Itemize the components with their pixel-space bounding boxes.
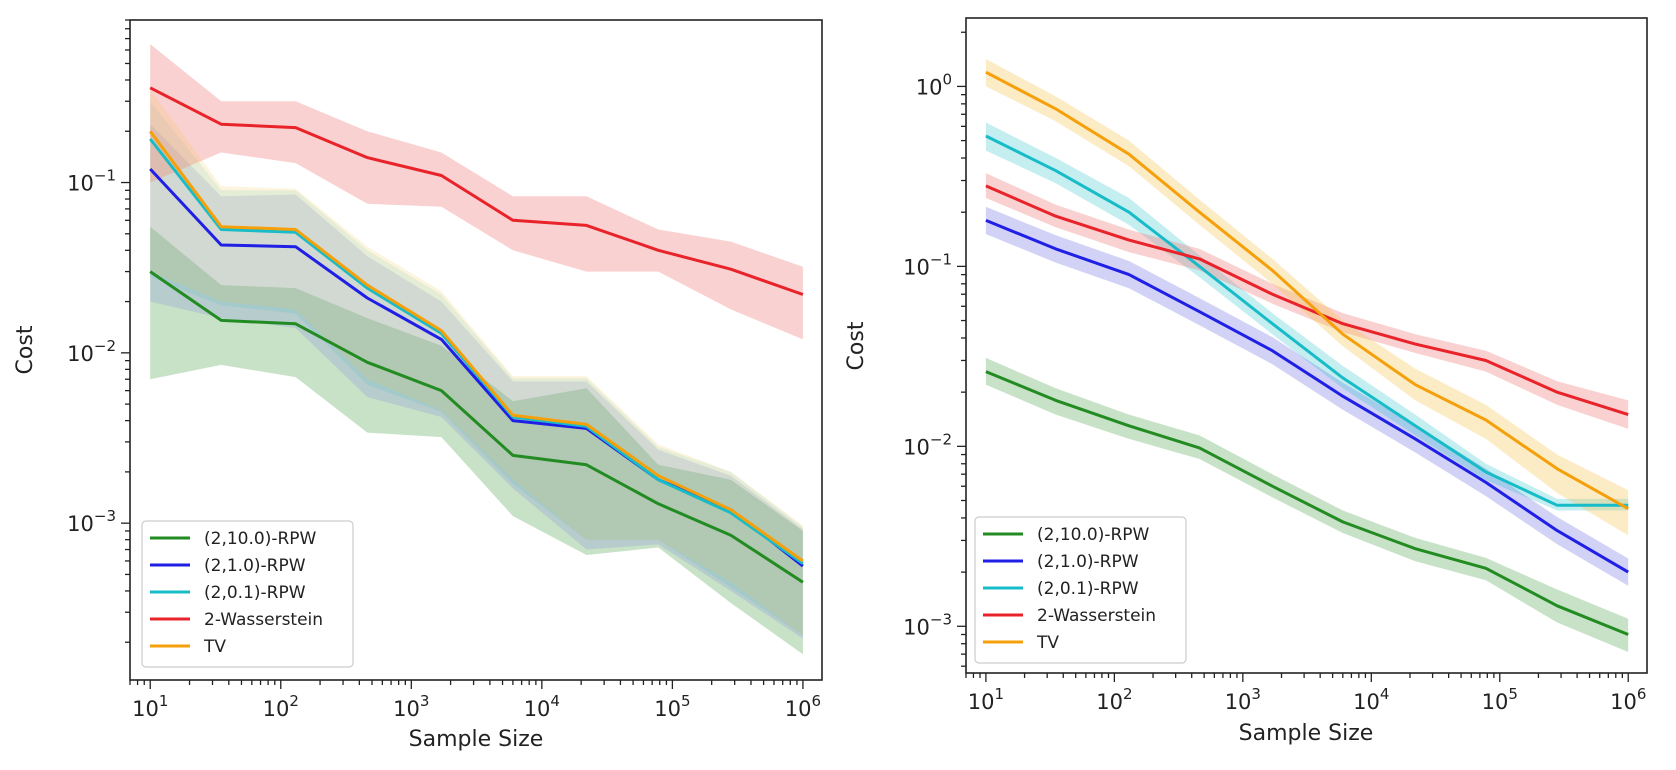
y-tick-label: 100	[916, 70, 952, 99]
x-tick-label: 101	[132, 692, 168, 721]
y-tick-label: 10−3	[903, 610, 952, 639]
legend-label-2-wasserstein: 2-Wasserstein	[1037, 606, 1156, 626]
y-tick-label: 10−2	[67, 337, 116, 366]
series-line-2-10-0-rpw	[149, 270, 804, 584]
legend-label-2-1-0-rpw: (2,1.0)-RPW	[1037, 552, 1139, 572]
x-tick-label: 103	[1225, 685, 1261, 714]
x-tick-label: 103	[393, 692, 429, 721]
x-tick-label: 105	[1482, 685, 1518, 714]
series-line-tv	[148, 130, 804, 563]
series-line-2-wasserstein	[149, 86, 804, 296]
series-line-2-1-0-rpw	[985, 219, 1629, 574]
legend-label-2-10-0-rpw: (2,10.0)-RPW	[204, 529, 317, 549]
x-tick-label: 104	[524, 692, 560, 721]
legend-box	[974, 516, 1187, 664]
series-line-2-0-1-rpw	[985, 134, 1629, 507]
x-tick-label: 104	[1353, 685, 1389, 714]
x-tick-label: 101	[968, 685, 1004, 714]
confidence-band-2-wasserstein	[150, 44, 803, 340]
legend-label-tv: TV	[1036, 633, 1059, 653]
y-tick-label: 10−1	[67, 167, 116, 196]
series-line-tv	[985, 70, 1629, 511]
legend-label-2-10-0-rpw: (2,10.0)-RPW	[1037, 525, 1150, 545]
series-line-2-10-0-rpw	[985, 370, 1629, 636]
legend-label-2-wasserstein: 2-Wasserstein	[204, 610, 323, 630]
legend: (2,10.0)-RPW (2,1.0)-RPW (2,0.1)-RPW 2-Wass…	[974, 516, 1187, 664]
x-tick-label: 102	[263, 692, 299, 721]
confidence-band-2-0-1-rpw	[985, 122, 1629, 511]
y-axis-title: Cost	[844, 321, 869, 370]
y-tick-label: 10−3	[67, 507, 116, 536]
confidence-band-tv	[985, 59, 1629, 536]
y-tick-label: 10−1	[903, 250, 952, 279]
y-tick-label: 10−2	[903, 430, 952, 459]
legend-label-tv: TV	[203, 637, 226, 657]
chart-panel-2: 101 102 103 104 105 106 10−3 10−2 10−1 100 Sample …	[844, 17, 1648, 746]
plot-area	[148, 44, 804, 655]
x-tick-label: 105	[654, 692, 690, 721]
confidence-band-tv	[150, 89, 803, 636]
series-line-2-wasserstein	[985, 184, 1629, 417]
plot-area	[985, 59, 1629, 652]
legend-label-2-0-1-rpw: (2,0.1)-RPW	[1037, 579, 1139, 599]
x-axis-title: Sample Size	[409, 727, 544, 752]
confidence-band-2-0-1-rpw	[150, 101, 803, 636]
x-tick-label: 106	[785, 692, 821, 721]
confidence-band-2-1-0-rpw	[985, 206, 1629, 586]
chart-panel-1: 101 102 103 104 105 106 10−3 10−2 10−1 Sample Siz…	[13, 19, 823, 752]
y-axis-title: Cost	[13, 325, 38, 374]
legend-box	[141, 520, 354, 668]
x-axis-title: Sample Size	[1239, 721, 1374, 746]
axes-frame	[129, 19, 823, 681]
legend-label-2-1-0-rpw: (2,1.0)-RPW	[204, 556, 306, 576]
axes-frame	[965, 17, 1648, 674]
legend: (2,10.0)-RPW (2,1.0)-RPW (2,0.1)-RPW 2-Wass…	[141, 520, 354, 668]
legend-label-2-0-1-rpw: (2,0.1)-RPW	[204, 583, 306, 603]
x-tick-label: 102	[1096, 685, 1132, 714]
x-tick-label: 106	[1610, 685, 1646, 714]
